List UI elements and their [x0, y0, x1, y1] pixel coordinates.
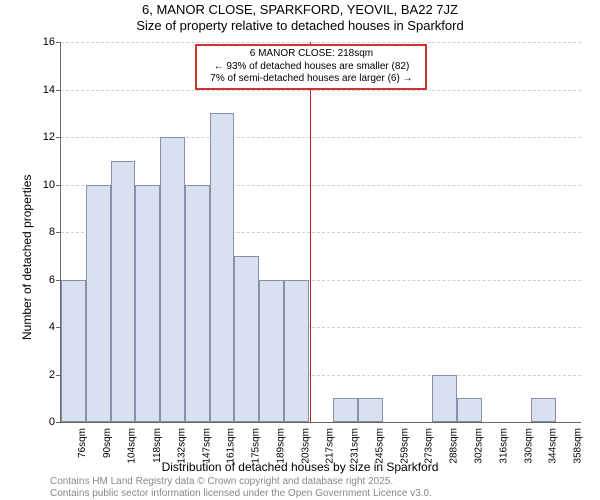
xtick-label: 344sqm [548, 428, 559, 464]
title-block: 6, MANOR CLOSE, SPARKFORD, YEOVIL, BA22 … [0, 2, 600, 33]
gridline [61, 90, 581, 91]
xtick-label: 90sqm [102, 428, 113, 458]
histogram-bar [61, 280, 86, 423]
ytick-label: 4 [29, 321, 55, 333]
ytick-label: 14 [29, 84, 55, 96]
xtick-label: 316sqm [498, 428, 509, 464]
xtick-label: 132sqm [176, 428, 187, 464]
ytick-mark [56, 422, 61, 423]
histogram-bar [333, 398, 358, 422]
histogram-bar [531, 398, 556, 422]
xtick-label: 217sqm [325, 428, 336, 464]
xtick-label: 330sqm [523, 428, 534, 464]
footer-line2: Contains public sector information licen… [50, 488, 432, 500]
ytick-label: 6 [29, 274, 55, 286]
xtick-label: 273sqm [424, 428, 435, 464]
histogram-bar [284, 280, 309, 423]
histogram-bar [160, 137, 185, 422]
histogram-bar [234, 256, 259, 422]
gridline [61, 137, 581, 138]
ytick-mark [56, 137, 61, 138]
ytick-label: 12 [29, 131, 55, 143]
gridline [61, 42, 581, 43]
xtick-label: 104sqm [127, 428, 138, 464]
marker-callout: 6 MANOR CLOSE: 218sqm← 93% of detached h… [195, 44, 427, 90]
footer-line1: Contains HM Land Registry data © Crown c… [50, 476, 432, 488]
xtick-label: 288sqm [449, 428, 460, 464]
xtick-label: 118sqm [152, 428, 163, 463]
histogram-bar [259, 280, 284, 423]
ytick-label: 8 [29, 226, 55, 238]
callout-line-a: 6 MANOR CLOSE: 218sqm [203, 48, 419, 61]
marker-line [310, 42, 311, 422]
plot-area: 024681012141676sqm90sqm104sqm118sqm132sq… [60, 42, 581, 423]
xtick-label: 245sqm [375, 428, 386, 464]
xtick-label: 302sqm [474, 428, 485, 464]
xtick-label: 203sqm [300, 428, 311, 464]
ytick-mark [56, 185, 61, 186]
xtick-label: 358sqm [573, 428, 584, 464]
xtick-label: 76sqm [77, 428, 88, 458]
histogram-bar [210, 113, 235, 422]
x-axis-label: Distribution of detached houses by size … [0, 460, 600, 474]
footer-attribution: Contains HM Land Registry data © Crown c… [50, 476, 432, 500]
title-address: 6, MANOR CLOSE, SPARKFORD, YEOVIL, BA22 … [0, 2, 600, 18]
xtick-label: 175sqm [251, 428, 262, 464]
histogram-bar [358, 398, 383, 422]
callout-line-b: ← 93% of detached houses are smaller (82… [203, 61, 419, 74]
ytick-mark [56, 232, 61, 233]
ytick-mark [56, 42, 61, 43]
title-subtitle: Size of property relative to detached ho… [0, 18, 600, 34]
ytick-label: 2 [29, 369, 55, 381]
xtick-label: 231sqm [350, 428, 361, 464]
histogram-bar [135, 185, 160, 423]
histogram-bar [432, 375, 457, 423]
y-axis-label: Number of detached properties [20, 175, 34, 340]
ytick-label: 0 [29, 416, 55, 428]
xtick-label: 161sqm [226, 428, 237, 464]
histogram-bar [111, 161, 136, 422]
histogram-bar [185, 185, 210, 423]
chart-container: 6, MANOR CLOSE, SPARKFORD, YEOVIL, BA22 … [0, 0, 600, 500]
xtick-label: 147sqm [201, 428, 212, 464]
xtick-label: 189sqm [275, 428, 286, 464]
ytick-label: 16 [29, 36, 55, 48]
histogram-bar [86, 185, 111, 423]
ytick-mark [56, 90, 61, 91]
xtick-label: 259sqm [399, 428, 410, 464]
callout-line-c: 7% of semi-detached houses are larger (6… [203, 73, 419, 86]
ytick-label: 10 [29, 179, 55, 191]
histogram-bar [457, 398, 482, 422]
